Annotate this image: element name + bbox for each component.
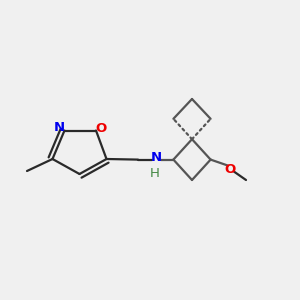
Text: N: N (54, 121, 65, 134)
Text: N: N (150, 151, 162, 164)
Text: H: H (150, 167, 160, 180)
Text: O: O (95, 122, 106, 135)
Text: O: O (225, 163, 236, 176)
